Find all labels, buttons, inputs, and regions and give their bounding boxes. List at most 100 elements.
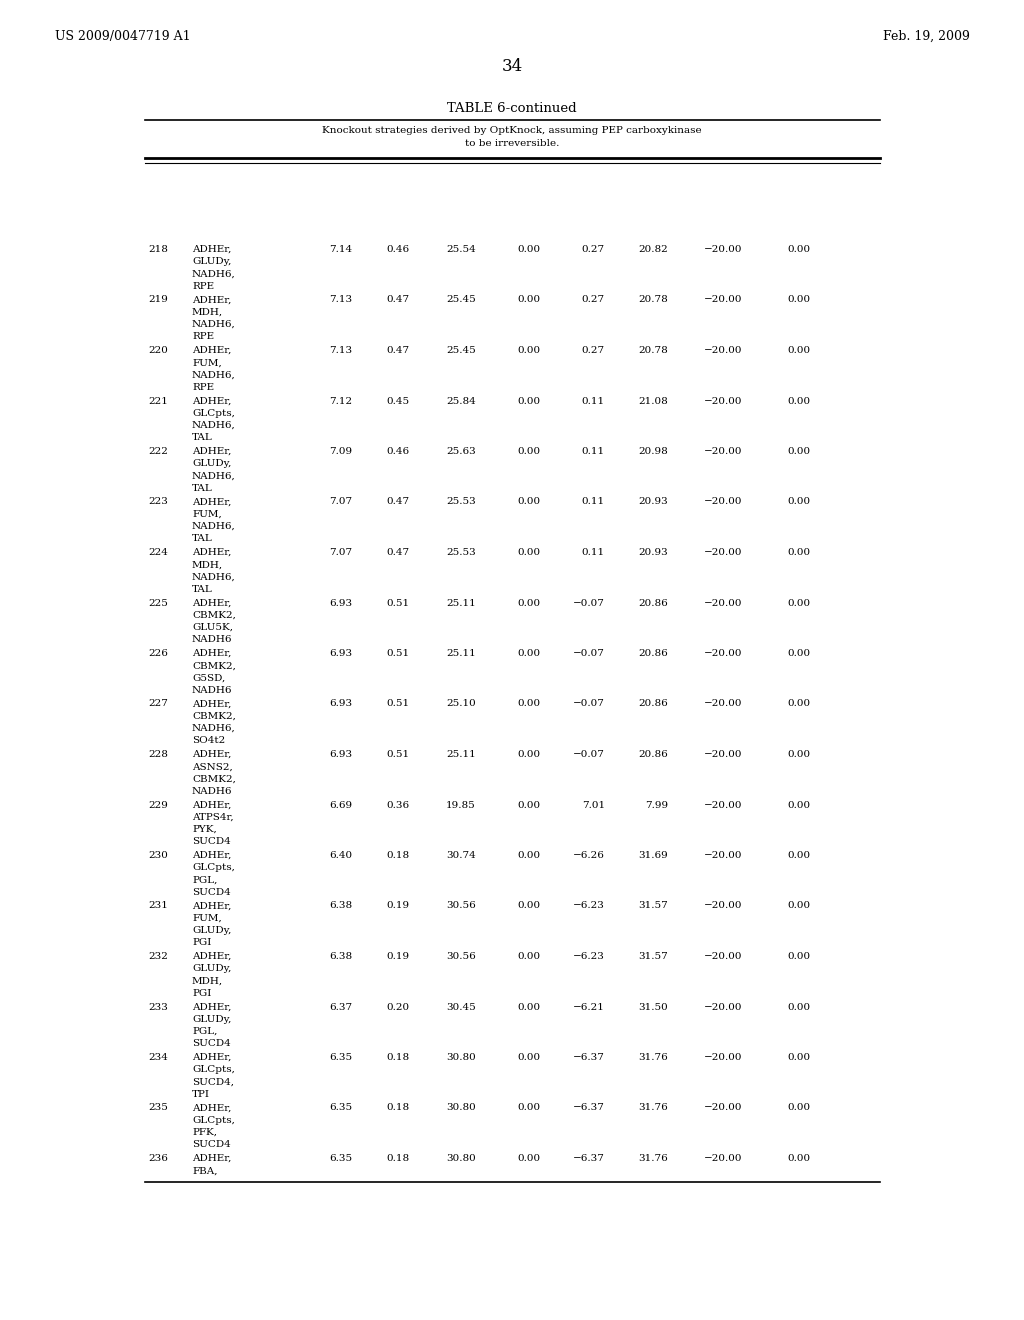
Text: −20.00: −20.00 (703, 750, 742, 759)
Text: ADHEr,: ADHEr, (193, 598, 231, 607)
Text: 31.57: 31.57 (638, 902, 668, 911)
Text: 0.00: 0.00 (517, 1053, 540, 1063)
Text: RPE: RPE (193, 333, 214, 341)
Text: 0.00: 0.00 (517, 649, 540, 657)
Text: NADH6,: NADH6, (193, 471, 236, 480)
Text: ADHEr,: ADHEr, (193, 396, 231, 405)
Text: 223: 223 (148, 498, 168, 507)
Text: 0.00: 0.00 (786, 246, 810, 253)
Text: 20.93: 20.93 (638, 498, 668, 507)
Text: 0.00: 0.00 (786, 396, 810, 405)
Text: −6.23: −6.23 (573, 902, 605, 911)
Text: ADHEr,: ADHEr, (193, 952, 231, 961)
Text: 25.11: 25.11 (446, 750, 476, 759)
Text: 6.38: 6.38 (329, 902, 352, 911)
Text: 6.93: 6.93 (329, 598, 352, 607)
Text: 0.00: 0.00 (786, 700, 810, 709)
Text: GLCpts,: GLCpts, (193, 409, 234, 417)
Text: GLUDy,: GLUDy, (193, 257, 231, 267)
Text: TAL: TAL (193, 483, 213, 492)
Text: −20.00: −20.00 (703, 246, 742, 253)
Text: 31.76: 31.76 (638, 1104, 668, 1113)
Text: 0.00: 0.00 (786, 952, 810, 961)
Text: 25.11: 25.11 (446, 649, 476, 657)
Text: 7.13: 7.13 (329, 346, 352, 355)
Text: 25.11: 25.11 (446, 598, 476, 607)
Text: 0.00: 0.00 (786, 1002, 810, 1011)
Text: NADH6,: NADH6, (193, 371, 236, 379)
Text: 234: 234 (148, 1053, 168, 1063)
Text: 31.50: 31.50 (638, 1002, 668, 1011)
Text: 25.53: 25.53 (446, 548, 476, 557)
Text: 230: 230 (148, 851, 168, 861)
Text: to be irreversible.: to be irreversible. (465, 140, 559, 149)
Text: 224: 224 (148, 548, 168, 557)
Text: PYK,: PYK, (193, 825, 217, 834)
Text: 7.99: 7.99 (645, 800, 668, 809)
Text: SO4t2: SO4t2 (193, 737, 225, 744)
Text: −20.00: −20.00 (703, 548, 742, 557)
Text: FUM,: FUM, (193, 358, 222, 367)
Text: 6.37: 6.37 (329, 1002, 352, 1011)
Text: 0.51: 0.51 (387, 750, 410, 759)
Text: −20.00: −20.00 (703, 649, 742, 657)
Text: ADHEr,: ADHEr, (193, 246, 231, 253)
Text: 20.93: 20.93 (638, 548, 668, 557)
Text: 0.00: 0.00 (517, 598, 540, 607)
Text: 0.47: 0.47 (387, 346, 410, 355)
Text: 222: 222 (148, 447, 168, 455)
Text: 0.00: 0.00 (517, 952, 540, 961)
Text: 0.00: 0.00 (517, 700, 540, 709)
Text: GLCpts,: GLCpts, (193, 1065, 234, 1074)
Text: NADH6: NADH6 (193, 787, 232, 796)
Text: −6.37: −6.37 (573, 1154, 605, 1163)
Text: CBMK2,: CBMK2, (193, 775, 236, 783)
Text: −0.07: −0.07 (573, 750, 605, 759)
Text: GLUDy,: GLUDy, (193, 964, 231, 973)
Text: FUM,: FUM, (193, 913, 222, 923)
Text: 7.07: 7.07 (329, 548, 352, 557)
Text: GLCpts,: GLCpts, (193, 1115, 234, 1125)
Text: 7.12: 7.12 (329, 396, 352, 405)
Text: 0.18: 0.18 (387, 1154, 410, 1163)
Text: 0.00: 0.00 (786, 902, 810, 911)
Text: 25.63: 25.63 (446, 447, 476, 455)
Text: ADHEr,: ADHEr, (193, 851, 231, 861)
Text: G5SD,: G5SD, (193, 673, 225, 682)
Text: Knockout strategies derived by OptKnock, assuming PEP carboxykinase: Knockout strategies derived by OptKnock,… (323, 125, 701, 135)
Text: 7.13: 7.13 (329, 296, 352, 305)
Text: 0.00: 0.00 (786, 296, 810, 305)
Text: 6.93: 6.93 (329, 649, 352, 657)
Text: 20.78: 20.78 (638, 296, 668, 305)
Text: 6.40: 6.40 (329, 851, 352, 861)
Text: 0.00: 0.00 (786, 800, 810, 809)
Text: 7.09: 7.09 (329, 447, 352, 455)
Text: −6.37: −6.37 (573, 1104, 605, 1113)
Text: SUCD4: SUCD4 (193, 837, 230, 846)
Text: 31.57: 31.57 (638, 952, 668, 961)
Text: ADHEr,: ADHEr, (193, 800, 231, 809)
Text: 0.47: 0.47 (387, 548, 410, 557)
Text: −20.00: −20.00 (703, 1053, 742, 1063)
Text: GLUDy,: GLUDy, (193, 1015, 231, 1024)
Text: 0.36: 0.36 (387, 800, 410, 809)
Text: GLUDy,: GLUDy, (193, 925, 231, 935)
Text: 20.98: 20.98 (638, 447, 668, 455)
Text: −20.00: −20.00 (703, 952, 742, 961)
Text: PGI: PGI (193, 989, 211, 998)
Text: ATPS4r,: ATPS4r, (193, 813, 233, 821)
Text: ADHEr,: ADHEr, (193, 548, 231, 557)
Text: 232: 232 (148, 952, 168, 961)
Text: 25.10: 25.10 (446, 700, 476, 709)
Text: 0.00: 0.00 (786, 447, 810, 455)
Text: 0.00: 0.00 (786, 346, 810, 355)
Text: 7.14: 7.14 (329, 246, 352, 253)
Text: 6.35: 6.35 (329, 1053, 352, 1063)
Text: −6.21: −6.21 (573, 1002, 605, 1011)
Text: −20.00: −20.00 (703, 902, 742, 911)
Text: 20.86: 20.86 (638, 750, 668, 759)
Text: CBMK2,: CBMK2, (193, 661, 236, 671)
Text: 0.00: 0.00 (786, 851, 810, 861)
Text: 0.00: 0.00 (786, 1154, 810, 1163)
Text: FBA,: FBA, (193, 1166, 217, 1175)
